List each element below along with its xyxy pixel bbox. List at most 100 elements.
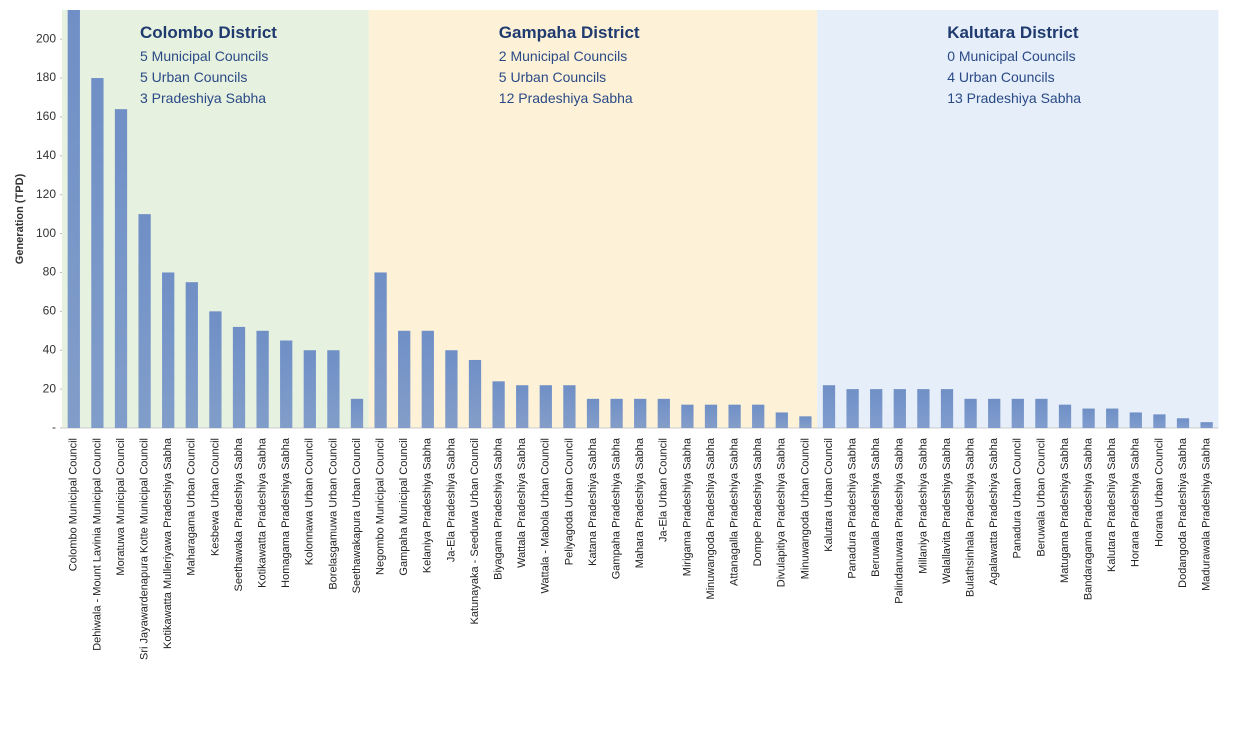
x-tick-label: Seethawakapura Urban Council (351, 438, 363, 593)
x-tick-label: Beruwala Pradeshiya Sabha (870, 437, 882, 577)
x-tick-label: Minuwangoda Urban Council (799, 438, 811, 579)
bar (988, 398, 1001, 428)
x-tick-label: Beruwala Urban Council (1035, 438, 1047, 557)
x-tick-label: Agalawatta Pradeshiya Sabha (988, 437, 1000, 585)
bar (1129, 412, 1142, 428)
x-tick-label: Dompe Pradeshiya Sabha (752, 437, 764, 566)
y-tick-label: 80 (43, 265, 57, 279)
bar (657, 398, 670, 428)
bar (67, 10, 80, 428)
x-tick-label: Millaniya Pradeshiya Sabha (917, 437, 929, 574)
bar (1082, 408, 1095, 428)
district-title: Kalutara District (947, 23, 1079, 42)
y-tick-label: 40 (43, 342, 57, 356)
bar (846, 389, 859, 428)
x-tick-label: Wattala Pradeshiya Sabha (516, 437, 528, 568)
x-tick-label: Peliyagoda Urban Council (563, 438, 575, 565)
y-tick-label: - (52, 420, 56, 434)
bar (752, 404, 765, 428)
bar (940, 389, 954, 428)
bar (114, 109, 128, 428)
bar (445, 350, 458, 428)
y-axis-label: Generation (TPD) (14, 173, 26, 264)
y-tick-label: 100 (36, 226, 56, 240)
bar (586, 398, 600, 428)
x-tick-label: Bandaragama Pradeshiya Sabha (1083, 437, 1095, 600)
bar (1058, 404, 1072, 428)
y-tick-label: 140 (36, 148, 56, 162)
bar (681, 404, 694, 428)
x-tick-label: Minuwangoda Pradeshiya Sabha (705, 437, 717, 599)
district-detail: 2 Municipal Councils (499, 48, 627, 64)
x-tick-label: Kesbewa Urban Council (209, 438, 221, 556)
bar (350, 398, 364, 428)
bar (303, 350, 316, 428)
bar (704, 404, 718, 428)
bar (610, 398, 623, 428)
x-tick-label: Madurawala Pradeshiya Sabha (1201, 437, 1213, 591)
bar (1011, 398, 1024, 428)
bar (1153, 414, 1166, 428)
x-tick-label: Katana Pradeshiya Sabha (587, 437, 599, 566)
district-detail: 4 Urban Councils (947, 69, 1054, 85)
x-tick-label: Gampaha Municipal Council (398, 438, 410, 576)
bar (1200, 422, 1213, 428)
x-tick-label: Ja-Ela Urban Council (658, 438, 670, 542)
x-tick-label: Seethawaka Pradeshiya Sabha (233, 437, 245, 591)
district-panel (817, 10, 1219, 428)
district-detail: 13 Pradeshiya Sabha (947, 90, 1081, 106)
bar (374, 272, 387, 428)
bar (1106, 408, 1119, 428)
district-panel (368, 10, 818, 428)
x-tick-label: Wattala - Mabola Urban Council (540, 438, 552, 594)
bar (539, 385, 552, 428)
bar (421, 330, 434, 428)
y-tick-label: 60 (43, 304, 57, 318)
bar (964, 398, 977, 428)
x-tick-label: Horana Pradeshiya Sabha (1130, 437, 1142, 567)
bar (1035, 398, 1048, 428)
bar (1176, 418, 1190, 428)
bar (209, 311, 222, 428)
bar (185, 282, 198, 428)
x-tick-label: Panadura Urban Council (1012, 438, 1024, 558)
x-tick-label: Kelaniya Pradeshiya Sabha (422, 437, 434, 573)
x-tick-label: Kotikawatta Pradeshiya Sabha (257, 437, 269, 588)
bar (232, 326, 246, 428)
x-tick-label: Negombo Municipal Council (375, 438, 387, 575)
x-tick-label: Dehiwala - Mount Lavinia Municipal Counc… (91, 438, 103, 651)
x-tick-label: Moratuwa Municipal Council (115, 438, 127, 576)
bar (870, 389, 883, 428)
x-tick-label: Mirigama Pradeshiya Sabha (681, 437, 693, 576)
x-tick-label: Attanagalla Pradeshiya Sabha (729, 437, 741, 586)
bar (917, 389, 930, 428)
bar (822, 385, 836, 428)
y-tick-label: 120 (36, 187, 56, 201)
bar (492, 381, 505, 428)
bar (893, 389, 906, 428)
district-detail: 5 Municipal Councils (140, 48, 268, 64)
x-tick-label: Colombo Municipal Council (68, 438, 80, 571)
district-detail: 5 Urban Councils (499, 69, 606, 85)
x-tick-label: Kolonnawa Urban Council (304, 438, 316, 565)
y-tick-label: 160 (36, 109, 56, 123)
x-tick-label: Katunayaka - Seeduwa Urban Council (469, 438, 481, 625)
bar (799, 416, 812, 428)
bar (775, 412, 788, 428)
x-tick-label: Divulapitiya Pradeshiya Sabha (776, 437, 788, 587)
district-detail: 0 Municipal Councils (947, 48, 1075, 64)
x-tick-label: Gampaha Pradeshiya Sabha (611, 437, 623, 579)
bar (398, 330, 411, 428)
bar (634, 398, 647, 428)
district-detail: 3 Pradeshiya Sabha (140, 90, 266, 106)
x-tick-label: Horana Urban Council (1153, 438, 1165, 547)
district-detail: 5 Urban Councils (140, 69, 247, 85)
bar (256, 330, 269, 428)
bar (563, 385, 576, 428)
bar (162, 272, 175, 428)
bar (138, 214, 151, 428)
x-tick-label: Homagama Pradeshiya Sabha (280, 437, 292, 588)
x-tick-label: Mahara Pradeshiya Sabha (634, 437, 646, 568)
bar (327, 350, 340, 428)
